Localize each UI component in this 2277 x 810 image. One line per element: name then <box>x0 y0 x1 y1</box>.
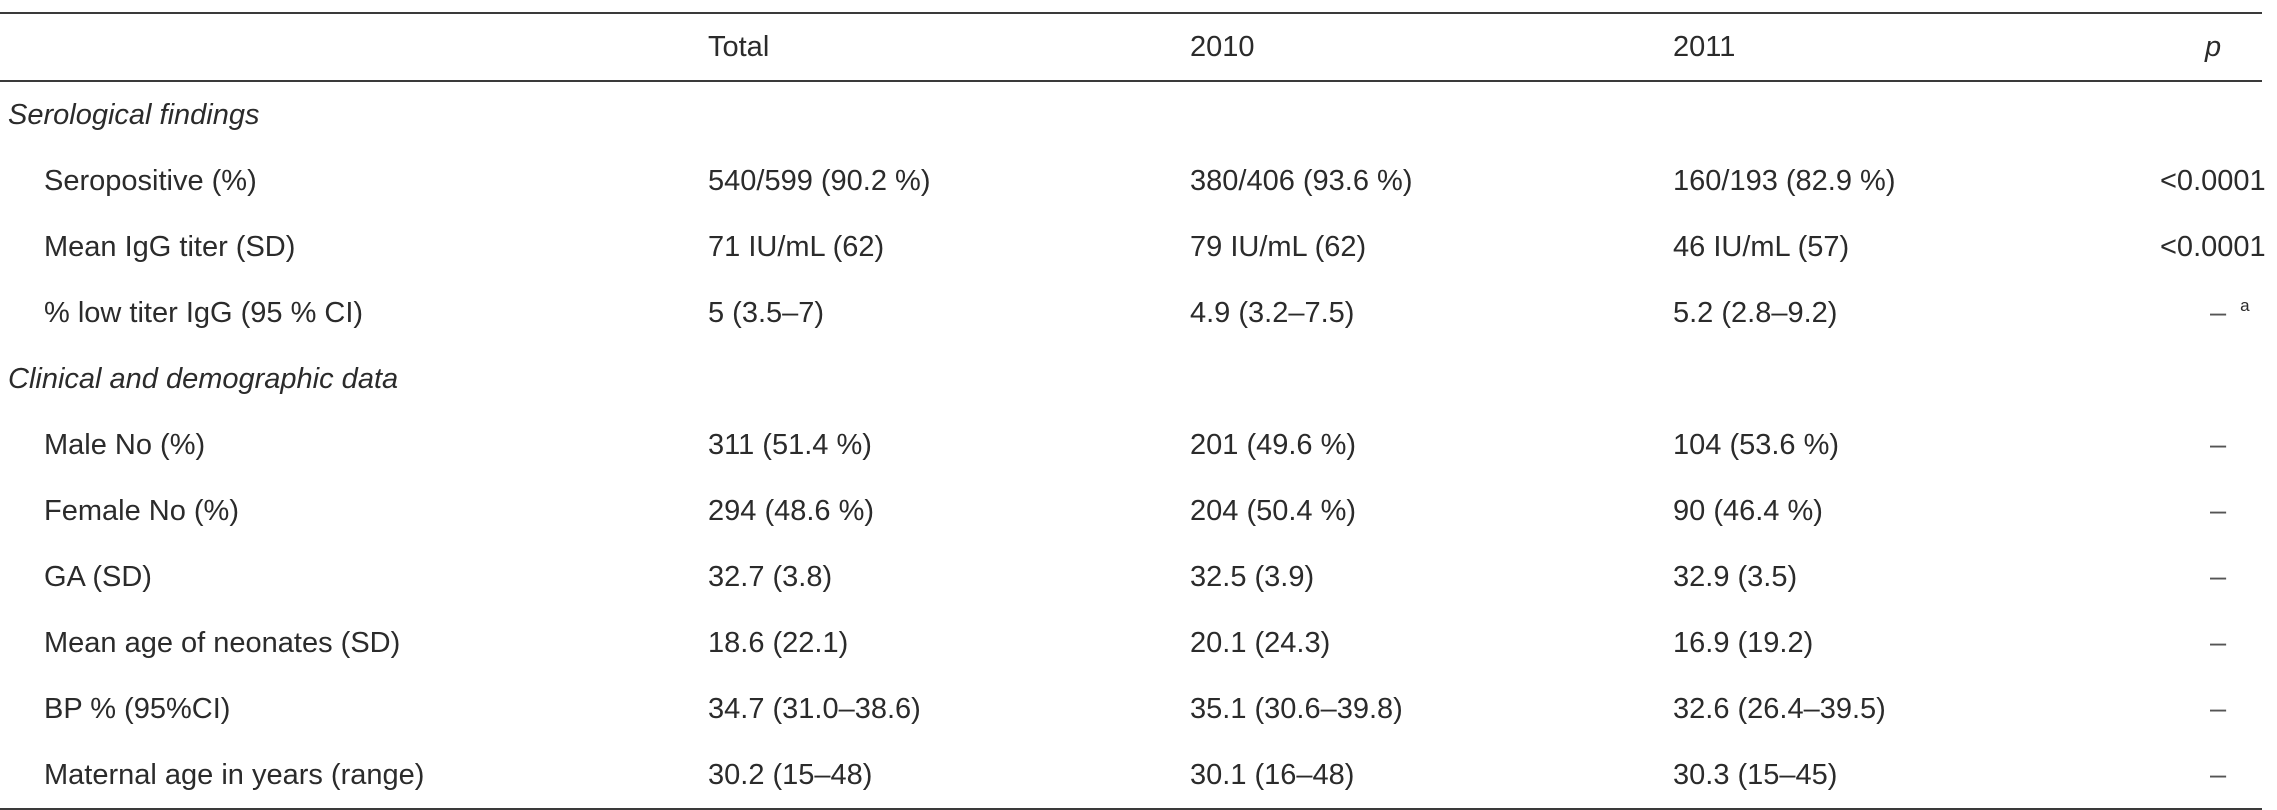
cell-2010: 4.9 (3.2–7.5) <box>1190 297 1355 329</box>
cell-total: 30.2 (15–48) <box>708 759 873 791</box>
p-value: – <box>2210 759 2227 791</box>
table-header-rule <box>0 80 2262 82</box>
p-value: <0.0001 <box>2160 165 2266 197</box>
cell-2010: 32.5 (3.9) <box>1190 561 1315 593</box>
cell-2011: 104 (53.6 %) <box>1673 429 1840 461</box>
header-2011: 2011 <box>1673 31 1736 63</box>
cell-2011: 160/193 (82.9 %) <box>1673 165 1896 197</box>
cell-p: – <box>2210 478 2226 544</box>
table-row: Seropositive (%) 540/599 (90.2 %) 380/406 … <box>0 148 2266 214</box>
footnote-marker: a <box>2240 296 2250 316</box>
cell-total: 294 (48.6 %) <box>708 495 875 527</box>
header-total: Total <box>708 31 770 63</box>
cell-2010: 201 (49.6 %) <box>1190 429 1357 461</box>
row-label: Mean age of neonates (SD) <box>44 627 401 659</box>
cell-total: 34.7 (31.0–38.6) <box>708 693 921 725</box>
cell-2010: 30.1 (16–48) <box>1190 759 1355 791</box>
section-title: Serological findings <box>8 99 260 131</box>
cell-2011: 5.2 (2.8–9.2) <box>1673 297 1838 329</box>
table-top-rule <box>0 12 2262 14</box>
table-row: % low titer IgG (95 % CI) 5 (3.5–7) 4.9 (3… <box>0 280 2262 346</box>
cell-p: – <box>2210 742 2226 808</box>
cell-total: 311 (51.4 %) <box>708 429 872 461</box>
row-label: % low titer IgG (95 % CI) <box>44 297 364 329</box>
row-label: Maternal age in years (range) <box>44 759 425 791</box>
section-header-row: Clinical and demographic data <box>0 346 2262 412</box>
row-label: Mean IgG titer (SD) <box>44 231 296 263</box>
p-value: – <box>2210 495 2227 527</box>
cell-2010: 380/406 (93.6 %) <box>1190 165 1413 197</box>
row-label: GA (SD) <box>44 561 152 593</box>
cell-2011: 32.6 (26.4–39.5) <box>1673 693 1886 725</box>
cell-p: <0.0001 <box>2160 214 2266 280</box>
cell-total: 540/599 (90.2 %) <box>708 165 931 197</box>
cell-2011: 90 (46.4 %) <box>1673 495 1823 527</box>
table-row: Maternal age in years (range) 30.2 (15–48… <box>0 742 2262 808</box>
header-2010: 2010 <box>1190 31 1255 63</box>
row-label: Male No (%) <box>44 429 206 461</box>
row-label: BP % (95%CI) <box>44 693 231 725</box>
p-value: – <box>2210 627 2227 659</box>
data-table: Total 2010 2011 p Serological findings Se… <box>0 12 2266 810</box>
table-body: Serological findings Seropositive (%) 540/… <box>0 82 2266 808</box>
cell-2011: 16.9 (19.2) <box>1673 627 1814 659</box>
p-value: – <box>2210 693 2227 725</box>
row-label: Female No (%) <box>44 495 239 527</box>
table-row: Mean IgG titer (SD) 71 IU/mL (62) 79 IU/mL… <box>0 214 2266 280</box>
table-header-row: Total 2010 2011 p <box>0 14 2262 80</box>
p-value: – <box>2210 429 2227 461</box>
section-title: Clinical and demographic data <box>8 363 399 395</box>
cell-2011: 32.9 (3.5) <box>1673 561 1798 593</box>
cell-p: – <box>2210 544 2226 610</box>
cell-2010: 204 (50.4 %) <box>1190 495 1357 527</box>
cell-2011: 30.3 (15–45) <box>1673 759 1838 791</box>
p-value: – <box>2210 561 2227 593</box>
cell-total: 32.7 (3.8) <box>708 561 833 593</box>
cell-2011: 46 IU/mL (57) <box>1673 231 1850 263</box>
cell-p: – <box>2210 676 2226 742</box>
row-label: Seropositive (%) <box>44 165 257 197</box>
cell-p: – <box>2210 610 2226 676</box>
table-row: Female No (%) 294 (48.6 %) 204 (50.4 %) 90 … <box>0 478 2262 544</box>
table-row: Male No (%) 311 (51.4 %) 201 (49.6 %) 104 (… <box>0 412 2262 478</box>
table-row: Mean age of neonates (SD) 18.6 (22.1) 20.1… <box>0 610 2262 676</box>
cell-2010: 35.1 (30.6–39.8) <box>1190 693 1403 725</box>
section-header-row: Serological findings <box>0 82 2262 148</box>
header-p: p <box>2205 31 2222 63</box>
cell-total: 18.6 (22.1) <box>708 627 849 659</box>
table-row: GA (SD) 32.7 (3.8) 32.5 (3.9) 32.9 (3.5) – <box>0 544 2262 610</box>
cell-p: – <box>2210 412 2226 478</box>
p-value: – <box>2210 297 2227 329</box>
cell-2010: 79 IU/mL (62) <box>1190 231 1367 263</box>
table-row: BP % (95%CI) 34.7 (31.0–38.6) 35.1 (30.6–3… <box>0 676 2262 742</box>
cell-p: – a <box>2210 280 2250 346</box>
p-value: <0.0001 <box>2160 231 2266 263</box>
cell-total: 71 IU/mL (62) <box>708 231 885 263</box>
cell-p: <0.0001 <box>2160 148 2266 214</box>
cell-2010: 20.1 (24.3) <box>1190 627 1331 659</box>
cell-total: 5 (3.5–7) <box>708 297 825 329</box>
